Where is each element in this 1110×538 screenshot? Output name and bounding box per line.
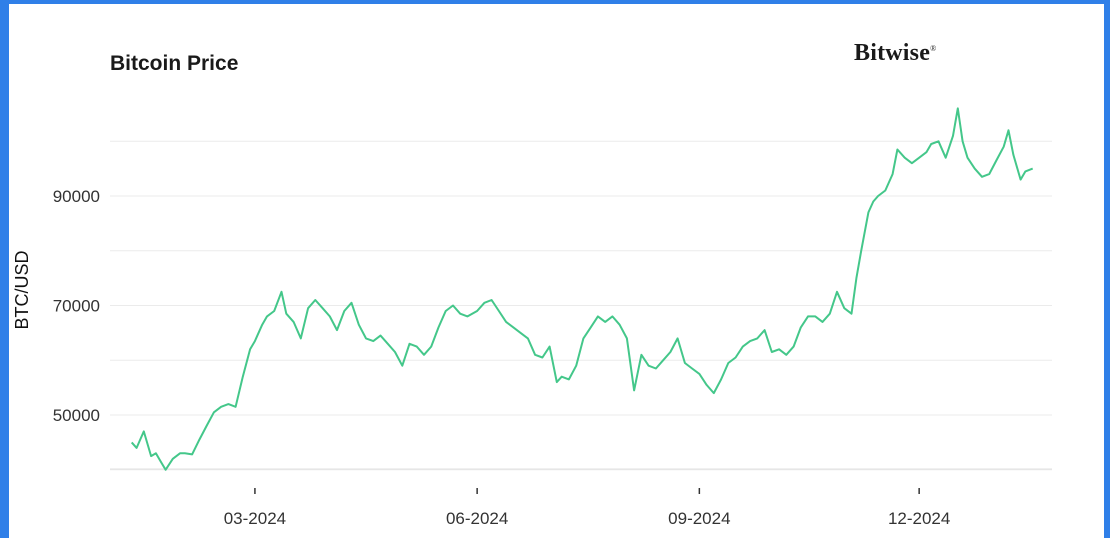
y-tick-label: 90000 <box>53 187 100 206</box>
x-tick-label: 06-2024 <box>446 509 508 528</box>
y-tick-label: 50000 <box>53 406 100 425</box>
x-tick-label: 12-2024 <box>888 509 950 528</box>
y-axis-label: BTC/USD <box>12 250 32 329</box>
x-axis: 03-2024 06-2024 09-2024 12-2024 <box>110 468 1052 528</box>
x-tick-label: 09-2024 <box>668 509 730 528</box>
chart-panel <box>9 4 1104 538</box>
series-line-btc-usd <box>130 107 1034 471</box>
brand-logo-text: Bitwise <box>854 40 931 66</box>
y-tick-label: 70000 <box>53 297 100 316</box>
brand-logo: Bitwise® <box>854 40 937 66</box>
x-tick-label: 03-2024 <box>224 509 286 528</box>
y-axis: 50000 70000 90000 <box>53 187 100 425</box>
gridlines <box>110 140 1052 471</box>
chart-title: Bitcoin Price <box>110 52 239 75</box>
